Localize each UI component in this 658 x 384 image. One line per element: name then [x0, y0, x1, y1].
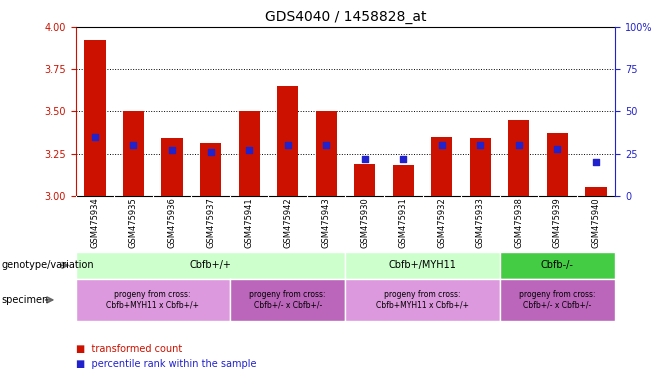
Bar — [393, 166, 414, 196]
Point — [282, 142, 293, 148]
Title: GDS4040 / 1458828_at: GDS4040 / 1458828_at — [265, 10, 426, 25]
Point — [244, 147, 255, 153]
Text: GSM475935: GSM475935 — [129, 197, 138, 248]
Bar — [161, 138, 183, 196]
Text: ■  percentile rank within the sample: ■ percentile rank within the sample — [76, 359, 256, 369]
Text: GSM475930: GSM475930 — [360, 197, 369, 248]
Bar — [547, 133, 568, 196]
Point — [128, 142, 139, 148]
Text: GSM475943: GSM475943 — [322, 197, 331, 248]
Text: GSM475941: GSM475941 — [245, 197, 253, 248]
Text: Cbfb-/-: Cbfb-/- — [541, 260, 574, 270]
Bar — [354, 164, 375, 196]
Text: GSM475937: GSM475937 — [206, 197, 215, 248]
Text: progeny from cross:
Cbfb+/- x Cbfb+/-: progeny from cross: Cbfb+/- x Cbfb+/- — [519, 290, 595, 310]
Text: Cbfb+/+: Cbfb+/+ — [190, 260, 232, 270]
Text: progeny from cross:
Cbfb+MYH11 x Cbfb+/+: progeny from cross: Cbfb+MYH11 x Cbfb+/+ — [376, 290, 469, 310]
Text: GSM475931: GSM475931 — [399, 197, 408, 248]
Text: Cbfb+/MYH11: Cbfb+/MYH11 — [389, 260, 457, 270]
Point — [166, 147, 177, 153]
Text: progeny from cross:
Cbfb+MYH11 x Cbfb+/+: progeny from cross: Cbfb+MYH11 x Cbfb+/+ — [106, 290, 199, 310]
Bar — [586, 187, 607, 196]
Text: GSM475938: GSM475938 — [515, 197, 523, 248]
Bar — [238, 111, 260, 196]
Point — [89, 134, 100, 140]
Text: specimen: specimen — [1, 295, 49, 305]
Text: genotype/variation: genotype/variation — [1, 260, 94, 270]
Point — [514, 142, 524, 148]
Text: GSM475933: GSM475933 — [476, 197, 485, 248]
Bar — [277, 86, 298, 196]
Text: ■  transformed count: ■ transformed count — [76, 344, 182, 354]
Text: GSM475942: GSM475942 — [283, 197, 292, 248]
Bar — [316, 111, 337, 196]
Bar — [123, 111, 144, 196]
Text: GSM475936: GSM475936 — [168, 197, 176, 248]
Bar — [508, 120, 530, 196]
Point — [591, 159, 601, 165]
Point — [398, 156, 409, 162]
Text: GSM475932: GSM475932 — [438, 197, 446, 248]
Text: progeny from cross:
Cbfb+/- x Cbfb+/-: progeny from cross: Cbfb+/- x Cbfb+/- — [249, 290, 326, 310]
Point — [359, 156, 370, 162]
Point — [552, 146, 563, 152]
Point — [436, 142, 447, 148]
Text: GSM475939: GSM475939 — [553, 197, 562, 248]
Point — [321, 142, 332, 148]
Bar — [200, 144, 221, 196]
Bar — [431, 137, 453, 196]
Text: GSM475940: GSM475940 — [592, 197, 601, 248]
Bar — [470, 138, 491, 196]
Bar — [84, 40, 105, 196]
Point — [205, 149, 216, 155]
Point — [475, 142, 486, 148]
Text: GSM475934: GSM475934 — [90, 197, 99, 248]
